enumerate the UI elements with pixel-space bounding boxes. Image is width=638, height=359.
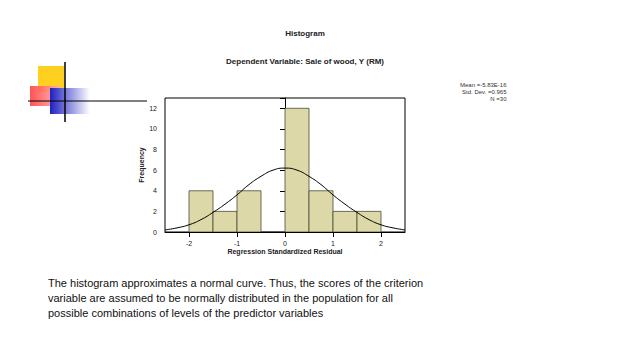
html-text:The histogram approximates a n: The histogram approximates a normal curv…	[48, 277, 424, 289]
html-text:possible combinations of level: possible combinations of levels of the p…	[48, 307, 324, 319]
svg-text:6: 6	[153, 167, 157, 174]
html-text:Std. Dev. =0.965: Std. Dev. =0.965	[462, 89, 507, 95]
svg-text:12: 12	[149, 105, 157, 112]
svg-text:10: 10	[149, 125, 157, 132]
svg-text:-2: -2	[186, 240, 192, 247]
svg-text:2: 2	[379, 240, 383, 247]
svg-text:-1: -1	[234, 240, 240, 247]
svg-text:1: 1	[331, 240, 335, 247]
svg-text:Frequency: Frequency	[138, 147, 146, 183]
svg-text:0: 0	[153, 229, 157, 236]
html-text:N =30: N =30	[490, 96, 507, 102]
svg-text:Regression Standardized Residu: Regression Standardized Residual	[227, 248, 342, 256]
svg-text:4: 4	[153, 187, 157, 194]
html-text:variable are assumed to be nor: variable are assumed to be normally dist…	[48, 292, 393, 304]
svg-text:2: 2	[153, 208, 157, 215]
svg-text:0: 0	[283, 240, 287, 247]
svg-text:Histogram: Histogram	[285, 29, 325, 38]
html-text:Mean =-5.83E-16: Mean =-5.83E-16	[460, 82, 507, 88]
svg-text:Dependent Variable: Sale of wo: Dependent Variable: Sale of wood, Y (RM)	[226, 57, 384, 66]
svg-text:8: 8	[153, 146, 157, 153]
